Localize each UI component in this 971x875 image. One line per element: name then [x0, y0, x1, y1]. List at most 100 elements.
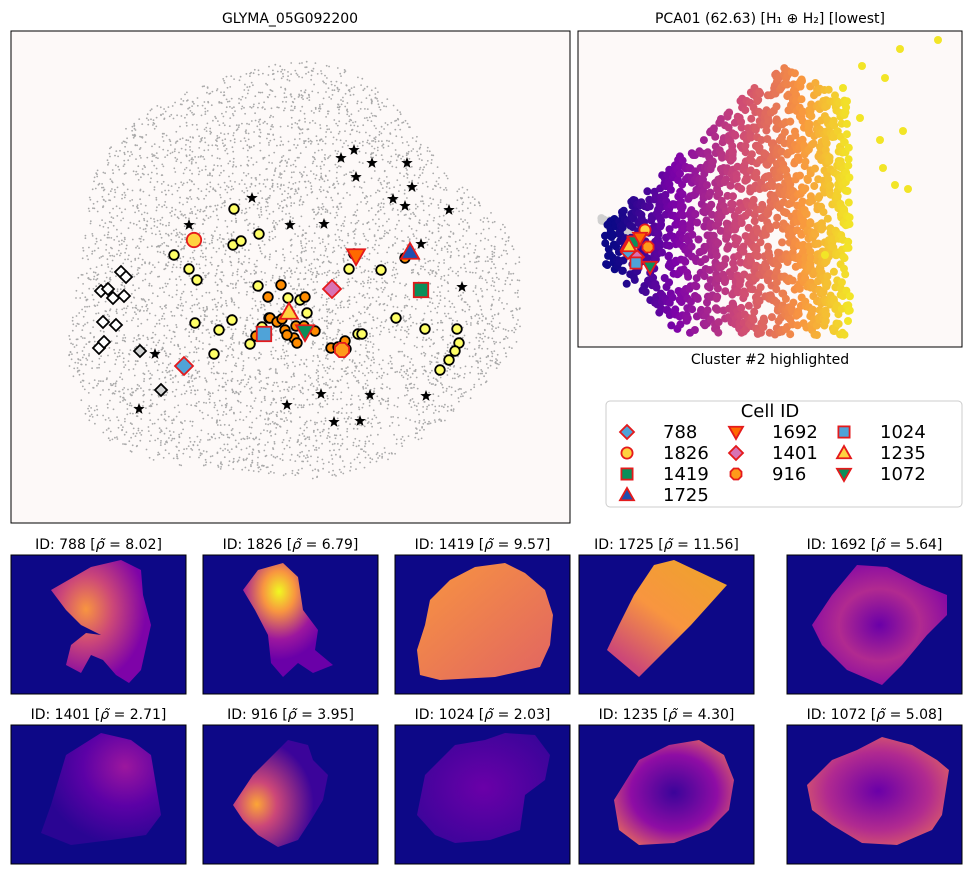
tissue-dot	[370, 156, 372, 159]
tissue-dot	[195, 351, 198, 354]
tissue-dot	[180, 302, 183, 305]
tissue-dot	[282, 248, 284, 251]
tissue-dot	[321, 261, 324, 264]
tissue-dot	[196, 209, 199, 212]
tissue-dot	[464, 365, 467, 368]
tissue-dot	[273, 226, 276, 229]
tissue-dot	[424, 353, 427, 355]
tissue-dot	[273, 138, 276, 141]
tissue-dot	[294, 474, 297, 476]
tissue-dot	[125, 127, 127, 130]
tissue-dot	[418, 221, 420, 224]
tissue-dot	[158, 230, 161, 233]
tissue-dot	[100, 355, 102, 357]
tissue-dot	[81, 257, 84, 260]
tissue-dot	[157, 418, 160, 421]
tissue-dot	[329, 154, 332, 157]
tissue-dot	[318, 110, 321, 113]
tissue-dot	[461, 203, 464, 206]
tissue-dot	[216, 157, 219, 160]
tissue-dot	[358, 408, 361, 411]
tissue-dot	[301, 132, 304, 134]
tissue-dot	[327, 435, 329, 437]
tissue-dot	[331, 94, 334, 96]
tissue-dot	[479, 357, 482, 360]
tissue-dot	[462, 246, 465, 249]
tissue-dot	[190, 261, 193, 263]
tissue-dot	[142, 405, 144, 407]
tissue-dot	[145, 344, 148, 346]
tissue-dot	[220, 101, 222, 104]
tissue-dot	[179, 210, 182, 213]
tissue-dot	[171, 105, 174, 107]
tissue-dot	[355, 280, 358, 283]
tissue-dot	[401, 122, 403, 124]
tissue-dot	[148, 282, 151, 285]
tissue-dot	[368, 404, 371, 407]
tissue-dot	[356, 145, 359, 148]
tissue-dot	[338, 165, 340, 168]
tissue-dot	[107, 233, 109, 236]
tissue-dot	[283, 388, 286, 391]
tissue-dot	[273, 78, 275, 81]
tissue-dot	[170, 113, 173, 116]
tissue-dot	[252, 72, 255, 75]
tissue-dot	[234, 439, 237, 442]
tissue-dot	[492, 330, 495, 333]
tissue-dot	[267, 418, 270, 420]
tissue-dot	[217, 265, 219, 267]
tissue-dot	[494, 266, 497, 269]
tissue-dot	[230, 264, 233, 267]
tissue-dot	[298, 132, 301, 135]
tissue-dot	[175, 160, 178, 163]
tissue-dot	[360, 271, 363, 274]
tissue-dot	[91, 250, 94, 253]
tissue-dot	[71, 353, 73, 355]
tissue-dot	[209, 92, 212, 95]
tissue-dot	[135, 304, 138, 307]
tissue-dot	[99, 380, 102, 382]
tissue-dot	[111, 188, 113, 190]
tissue-dot	[510, 273, 512, 275]
tissue-dot	[217, 218, 220, 221]
tissue-dot	[400, 365, 403, 368]
tissue-dot	[198, 340, 201, 343]
tissue-dot	[443, 297, 446, 300]
tissue-dot	[306, 283, 309, 286]
tissue-dot	[163, 318, 166, 320]
tissue-dot	[506, 337, 509, 339]
tissue-dot	[393, 433, 395, 436]
tissue-dot	[307, 93, 310, 96]
tissue-dot	[209, 455, 212, 458]
tissue-dot	[196, 128, 199, 131]
tissue-dot	[269, 128, 272, 131]
tissue-dot	[360, 187, 363, 189]
tissue-dot	[172, 431, 175, 433]
tissue-dot	[348, 120, 351, 123]
tissue-dot	[211, 455, 214, 457]
tissue-dot	[211, 175, 214, 177]
tissue-dot	[474, 261, 476, 264]
tissue-dot	[233, 250, 236, 253]
tissue-dot	[490, 320, 493, 323]
tissue-dot	[183, 448, 186, 451]
tissue-dot	[304, 437, 307, 440]
tissue-dot	[174, 101, 177, 104]
tissue-dot	[165, 206, 168, 209]
tissue-dot	[372, 352, 375, 354]
tissue-dot	[312, 385, 315, 388]
tissue-dot	[275, 250, 277, 252]
tissue-dot	[405, 213, 407, 216]
tissue-dot	[105, 429, 108, 431]
tissue-dot	[474, 272, 477, 274]
tissue-dot	[303, 140, 305, 142]
tissue-dot	[356, 130, 358, 133]
tissue-dot	[381, 453, 383, 455]
tissue-dot	[120, 219, 122, 222]
tissue-dot	[269, 304, 272, 307]
tissue-dot	[316, 197, 319, 200]
tissue-dot	[438, 261, 440, 264]
tissue-dot	[109, 399, 111, 402]
tissue-dot	[490, 308, 492, 311]
tissue-dot	[322, 189, 325, 192]
